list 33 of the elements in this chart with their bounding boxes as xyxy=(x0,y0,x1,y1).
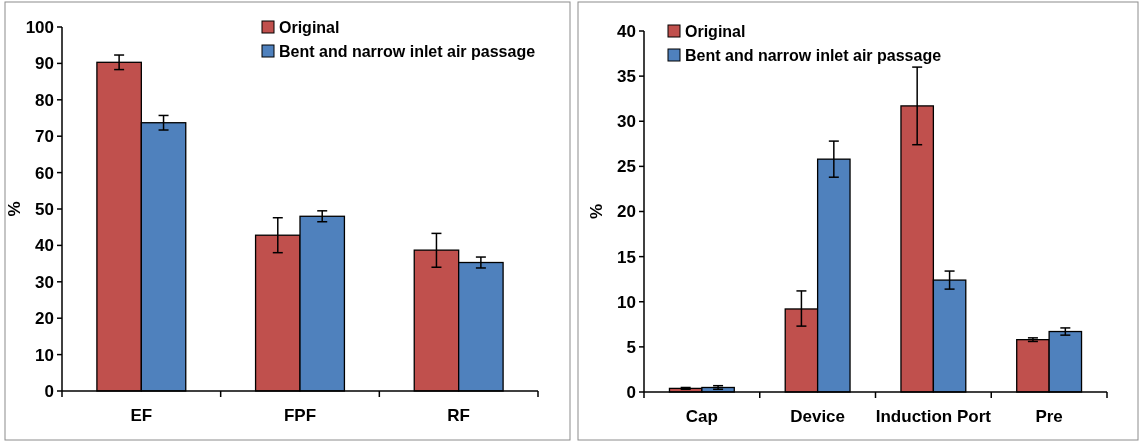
y-tick-label: 60 xyxy=(35,163,54,183)
legend-label: Bent and narrow inlet air passage xyxy=(685,46,942,64)
y-tick-label: 25 xyxy=(617,157,636,177)
y-tick-label: 70 xyxy=(35,127,54,147)
y-tick-label: 35 xyxy=(617,67,636,87)
y-tick-label: 80 xyxy=(35,90,54,110)
x-tick-label: Induction Port xyxy=(875,407,992,426)
y-tick-label: 5 xyxy=(626,337,636,357)
legend-label: Original xyxy=(685,22,746,40)
x-tick-label: EF xyxy=(130,406,153,425)
y-tick-label: 0 xyxy=(44,381,54,401)
y-tick-label: 40 xyxy=(617,21,636,41)
y-tick-label: 10 xyxy=(617,292,636,312)
y-tick-label: 20 xyxy=(617,202,636,222)
y-axis-title: % xyxy=(587,203,606,220)
y-tick-label: 100 xyxy=(25,17,54,37)
y-tick-label: 30 xyxy=(617,112,636,132)
x-tick-label: Device xyxy=(790,407,846,426)
y-tick-label: 40 xyxy=(35,236,54,256)
x-tick-label: RF xyxy=(447,406,470,425)
y-tick-label: 0 xyxy=(626,382,636,402)
x-tick-label: Pre xyxy=(1035,407,1063,426)
y-tick-label: 90 xyxy=(35,54,54,74)
x-tick-label: FPF xyxy=(283,406,317,425)
legend-label: Bent and narrow inlet air passage xyxy=(279,42,536,60)
y-tick-label: 50 xyxy=(35,199,54,219)
y-tick-label: 30 xyxy=(35,272,54,292)
x-tick-label: Cap xyxy=(685,407,718,426)
y-axis-title: % xyxy=(5,201,24,217)
y-tick-label: 10 xyxy=(35,345,54,365)
y-tick-label: 20 xyxy=(35,309,54,329)
legend-label: Original xyxy=(279,18,340,36)
y-tick-label: 15 xyxy=(617,247,636,267)
